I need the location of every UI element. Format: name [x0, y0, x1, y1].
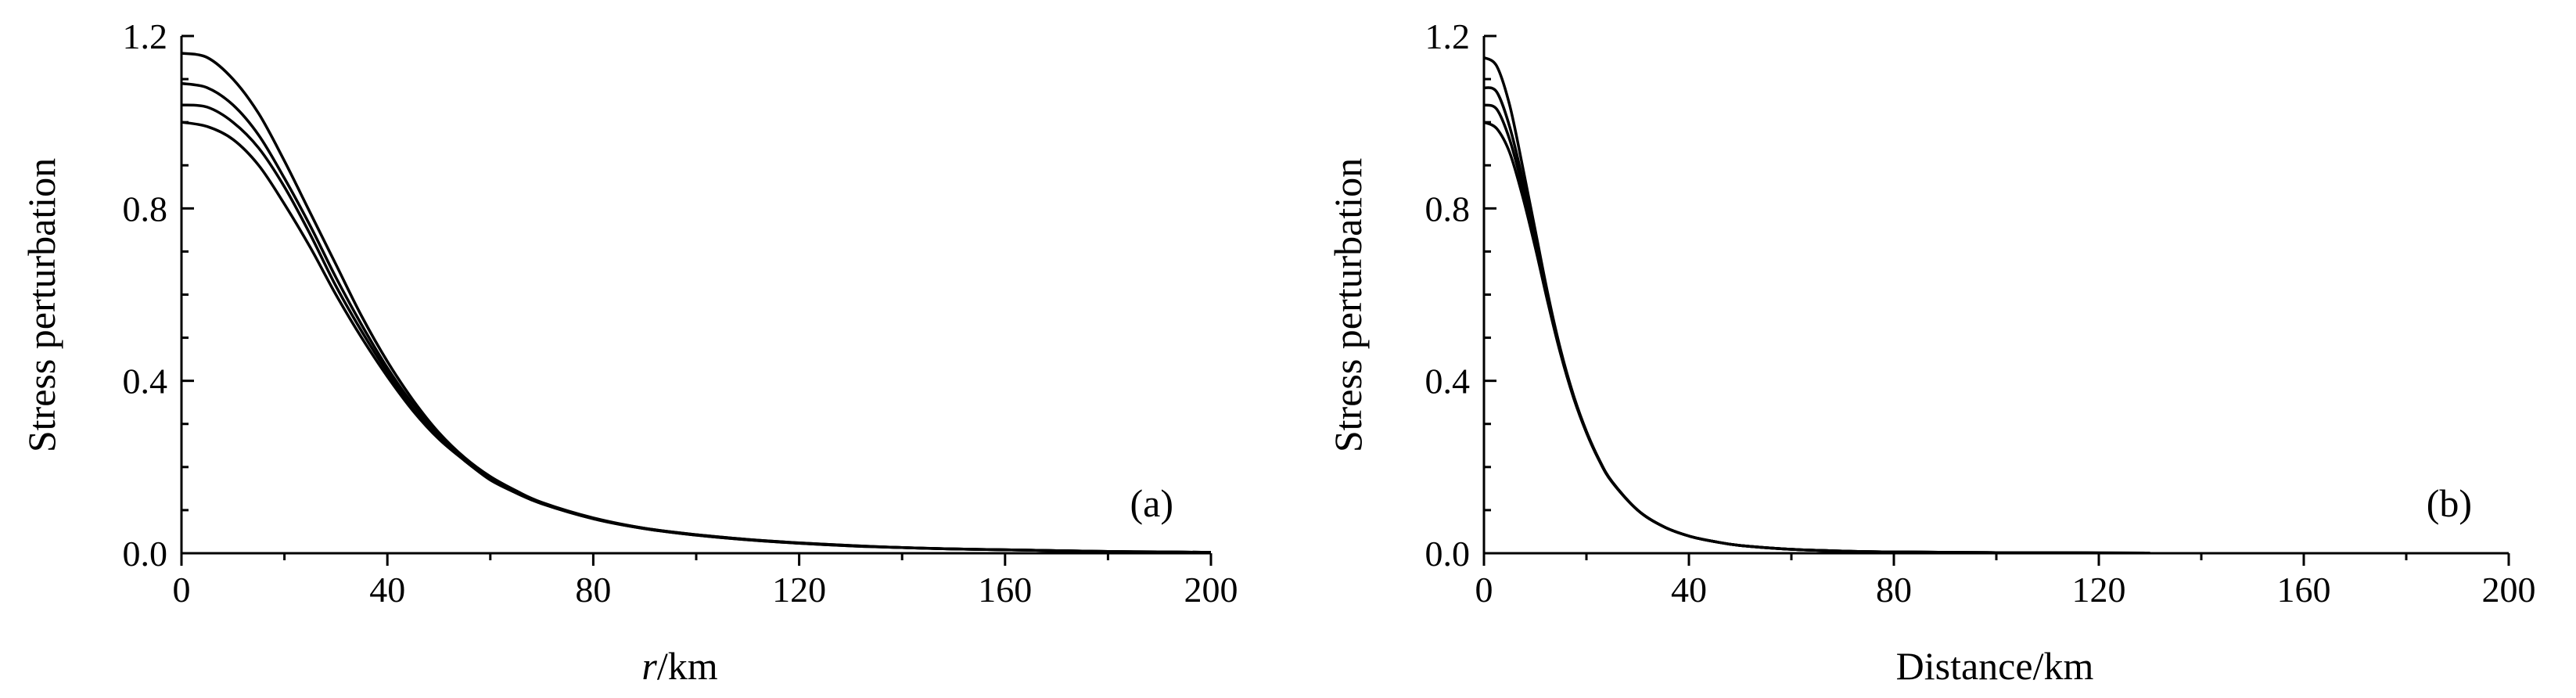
- x-axis-title-var-a: r: [641, 644, 657, 688]
- panel-tag-b: (b): [2427, 481, 2472, 525]
- x-tick-label-a: 160: [978, 570, 1032, 610]
- series-line-a-4: [181, 52, 1212, 554]
- x-tick-label-b: 40: [1671, 570, 1707, 610]
- y-tick-label-b: 0.8: [1425, 189, 1471, 228]
- y-tick-label-a: 1.2: [123, 16, 168, 56]
- series-line-a-1: [181, 121, 1212, 554]
- x-tick-label-a: 80: [575, 570, 611, 610]
- x-tick-label-a: 40: [369, 570, 405, 610]
- x-tick-label-a: 200: [1184, 570, 1238, 610]
- x-tick-label-a: 120: [772, 570, 826, 610]
- series-line-b-4: [1482, 56, 2150, 555]
- panel-a: 0 40 80 120 160 200 0.0 0.4 0.8 1.2 Stress pertur…: [20, 16, 1238, 688]
- panel-b: 0 40 80 120 160 200 0.0 0.4 0.8 1.2 Stress pertur…: [1326, 16, 2536, 688]
- x-tick-label-b: 0: [1475, 570, 1493, 610]
- x-axis-title-b: Distance/km: [1896, 644, 2094, 688]
- x-tick-label-b: 160: [2277, 570, 2331, 610]
- y-tick-label-a: 0.0: [123, 534, 168, 574]
- series-line-a-2: [181, 103, 1212, 554]
- series-line-b-2: [1483, 103, 2150, 555]
- x-tick-label-b: 120: [2072, 570, 2126, 610]
- panel-tag-a: (a): [1130, 481, 1174, 525]
- x-tick-label-b: 200: [2482, 570, 2536, 610]
- plot-area-a: 0 40 80 120 160 200 0.0 0.4 0.8 1.2: [123, 16, 1238, 610]
- x-axis-title-unit-a: /km: [657, 644, 718, 688]
- y-axis-title-b: Stress perturbation: [1326, 158, 1370, 452]
- x-axis-title-a: r/km: [641, 644, 717, 688]
- series-line-b-1: [1483, 121, 2150, 555]
- y-tick-label-a: 0.4: [123, 362, 168, 401]
- x-tick-label-b: 80: [1876, 570, 1912, 610]
- series-line-b-3: [1483, 86, 2150, 555]
- series-line-a-3: [181, 81, 1212, 554]
- y-tick-label-b: 0.0: [1425, 534, 1471, 574]
- x-tick-label-a: 0: [173, 570, 191, 610]
- y-tick-label-a: 0.8: [123, 189, 168, 228]
- plot-area-b: 0 40 80 120 160 200 0.0 0.4 0.8 1.2: [1425, 16, 2536, 610]
- y-tick-label-b: 1.2: [1425, 16, 1471, 56]
- y-axis-title-a: Stress perturbation: [20, 158, 63, 452]
- y-tick-label-b: 0.4: [1425, 362, 1471, 401]
